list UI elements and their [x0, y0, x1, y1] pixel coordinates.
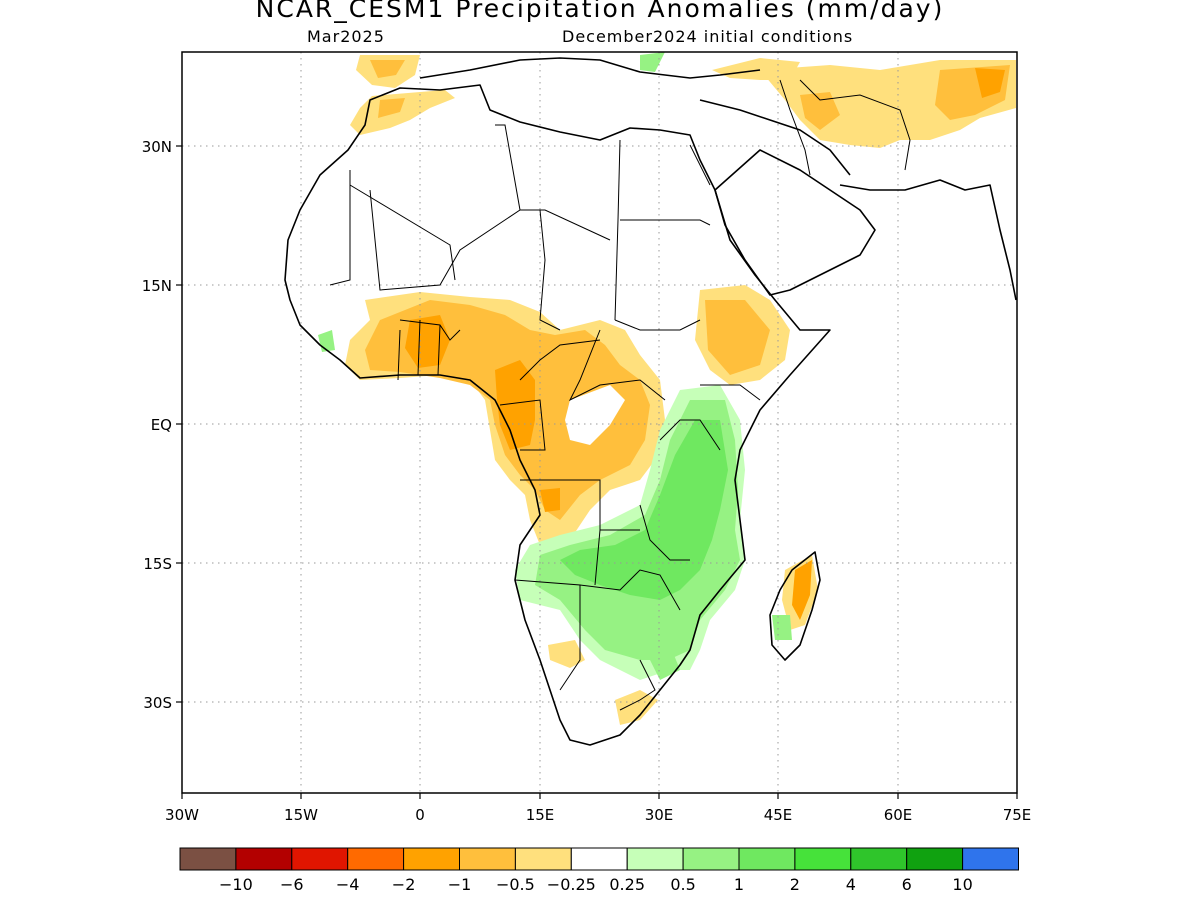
shade-orange [705, 300, 770, 375]
legend-label: −0.25 [547, 875, 596, 894]
shade-orange [800, 92, 840, 130]
legend-swatch [235, 847, 293, 871]
country-borders [329, 79, 911, 711]
lon-tick-60e: 60E [884, 806, 913, 824]
legend-label: 0.25 [609, 875, 645, 894]
shade-deep-orange [975, 68, 1005, 98]
legend-swatch [347, 847, 405, 871]
shade-none [565, 385, 625, 445]
lon-tick-45e: 45E [764, 806, 793, 824]
shade-light-orange [350, 90, 455, 135]
legend-swatch [682, 847, 740, 871]
lat-axis: 30N 15N EQ 15S 30S [142, 138, 182, 712]
shade-light-green [645, 645, 680, 680]
shade-orange [378, 98, 405, 118]
legend-swatch [179, 847, 237, 871]
shade-light-orange [615, 690, 658, 725]
shade-light-green [772, 615, 792, 640]
legend-swatch [962, 847, 1019, 871]
lon-tick-30e: 30E [645, 806, 674, 824]
shade-light-orange [548, 640, 585, 668]
forecast-month: Mar2025 [307, 27, 385, 46]
lon-tick-0: 0 [415, 806, 425, 824]
anomaly-shading [318, 52, 1016, 725]
legend-swatch [459, 847, 516, 871]
lat-tick-15n: 15N [142, 277, 172, 295]
shade-light-green [318, 330, 335, 352]
legend-label: 4 [846, 875, 856, 894]
shade-orange [370, 60, 405, 78]
legend-label: 0.5 [670, 875, 695, 894]
shade-green [560, 420, 728, 600]
legend-label: 1 [734, 875, 744, 894]
lon-tick-75e: 75E [1003, 806, 1032, 824]
legend-swatch [738, 847, 796, 871]
legend-label: −0.5 [496, 875, 535, 894]
legend-swatch [850, 847, 908, 871]
legend-label: 2 [790, 875, 800, 894]
legend-label: −2 [392, 875, 416, 894]
color-legend: −10 −6 −4 −2 −1 −0.5 −0.25 0.25 0.5 1 2 4 6 10 [179, 847, 1019, 894]
legend-swatch [626, 847, 684, 871]
legend-swatch [403, 847, 461, 871]
lon-tick-30w: 30W [165, 806, 199, 824]
legend-label: −4 [336, 875, 360, 894]
initial-conditions-note: December2024 initial conditions [562, 27, 854, 46]
legend-label: −1 [448, 875, 472, 894]
legend-label: 6 [902, 875, 912, 894]
legend-label: −10 [219, 875, 253, 894]
map-frame [181, 51, 1018, 794]
legend-swatch [570, 847, 628, 871]
lon-tick-15e: 15E [526, 806, 555, 824]
legend-label: −6 [280, 875, 304, 894]
legend-swatch [906, 847, 964, 871]
lat-tick-30s: 30S [143, 694, 172, 712]
coastlines [284, 57, 1017, 746]
shade-light-green [640, 52, 665, 72]
lat-tick-30n: 30N [142, 138, 172, 156]
legend-swatch [291, 847, 349, 871]
shade-deep-orange [495, 360, 535, 450]
lat-tick-eq: EQ [151, 416, 172, 434]
legend-label: 10 [952, 875, 972, 894]
legend-swatch [794, 847, 852, 871]
lat-lon-grid [182, 52, 1017, 793]
shade-deep-orange [540, 488, 560, 512]
legend-swatch [514, 847, 572, 871]
lon-tick-15w: 15W [284, 806, 318, 824]
chart-title: NCAR_CESM1 Precipitation Anomalies (mm/d… [255, 0, 945, 23]
lon-axis: 30W 15W 0 15E 30E 45E 60E 75E [165, 793, 1031, 824]
shade-deep-orange [792, 560, 812, 620]
lat-tick-15s: 15S [143, 555, 172, 573]
